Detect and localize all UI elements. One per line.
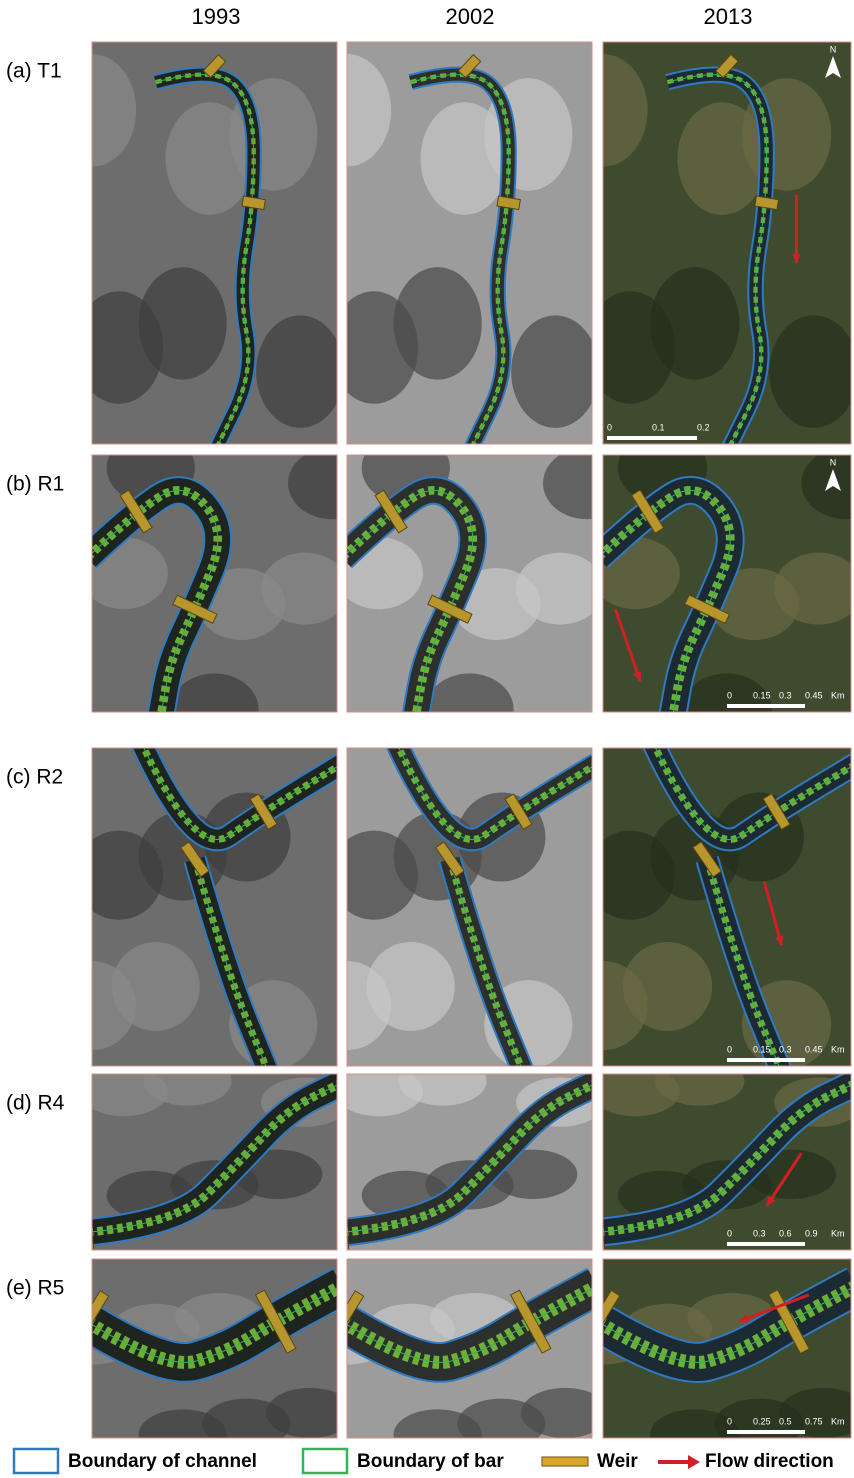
- scale-label: 0.15: [753, 690, 771, 700]
- scale-label: 0: [607, 422, 612, 432]
- scale-label: Km: [831, 690, 845, 700]
- legend-bar-swatch: [303, 1449, 347, 1473]
- scale-label: 0.6: [779, 1228, 792, 1238]
- row-label: (e) R5: [6, 1277, 64, 1300]
- scale-label: 0.15: [753, 1044, 771, 1054]
- hill: [75, 831, 163, 920]
- scale-bar: [727, 1242, 805, 1246]
- legend-channel-swatch: [14, 1449, 58, 1473]
- scale-label: 0: [727, 1416, 732, 1426]
- scale-label: 0.5: [779, 1416, 792, 1426]
- scale-label: 0.75: [805, 1416, 823, 1426]
- aerial-panel: [303, 1259, 609, 1459]
- scale-bar: [727, 1430, 805, 1434]
- scale-label: 0.45: [805, 1044, 823, 1054]
- legend: Boundary of channel Boundary of bar Weir…: [14, 1449, 834, 1473]
- scale-label: 0.1: [652, 422, 665, 432]
- hill: [330, 291, 418, 404]
- scale-label: 0: [727, 1228, 732, 1238]
- legend-label: Boundary of channel: [68, 1451, 257, 1472]
- column-header: 2013: [704, 4, 753, 29]
- row-label: (c) R2: [6, 766, 63, 789]
- hill: [75, 291, 163, 404]
- row-label: (a) T1: [6, 60, 62, 83]
- aerial-panel: 0 0.15 0.3 0.45 Km N: [591, 432, 854, 746]
- scale-label: 0.3: [753, 1228, 766, 1238]
- hill: [170, 673, 258, 745]
- legend-label: Weir: [597, 1451, 638, 1472]
- hill: [586, 831, 675, 920]
- scale-label: Km: [831, 1416, 845, 1426]
- hill: [256, 315, 344, 428]
- scale-label: 0.2: [697, 422, 710, 432]
- scale-label: 0: [727, 1044, 732, 1054]
- aerial-panel: [335, 432, 631, 746]
- legend-label: Boundary of bar: [357, 1451, 504, 1472]
- column-header: 2002: [446, 4, 495, 29]
- scale-label: Km: [831, 1044, 845, 1054]
- field: [166, 102, 254, 215]
- aerial-panel: [80, 1056, 350, 1254]
- scale-label: 0.45: [805, 690, 823, 700]
- aerial-panel: 0 0.3 0.6 0.9 Km: [591, 1056, 854, 1255]
- hill: [330, 831, 418, 920]
- north-label: N: [830, 457, 837, 467]
- hill: [682, 673, 771, 745]
- field: [677, 102, 766, 215]
- hill: [425, 673, 513, 745]
- column-header: 1993: [192, 4, 241, 29]
- legend-arrow-head: [688, 1455, 700, 1469]
- hill: [511, 315, 599, 428]
- scale-label: Km: [831, 1228, 845, 1238]
- north-label: N: [830, 44, 837, 54]
- figure: 1993 2002 2013 Boundary of channel Bound…: [0, 0, 854, 1478]
- scale-label: 0.9: [805, 1228, 818, 1238]
- scale-label: 0.3: [779, 1044, 792, 1054]
- hill: [586, 291, 675, 404]
- aerial-panel: [48, 1259, 354, 1459]
- legend-label: Flow direction: [705, 1451, 834, 1472]
- row-label: (d) R4: [6, 1092, 65, 1115]
- scale-label: 0.3: [779, 690, 792, 700]
- row-label: (b) R1: [6, 473, 64, 496]
- scale-bar: [727, 1058, 805, 1062]
- scale-label: 0.25: [753, 1416, 771, 1426]
- aerial-panel: [80, 432, 376, 746]
- scale-label: 0: [727, 690, 732, 700]
- legend-weir-swatch: [542, 1457, 588, 1466]
- aerial-panel: [335, 1056, 605, 1254]
- field: [421, 102, 509, 215]
- scale-bar: [607, 436, 697, 440]
- scale-bar: [727, 704, 805, 708]
